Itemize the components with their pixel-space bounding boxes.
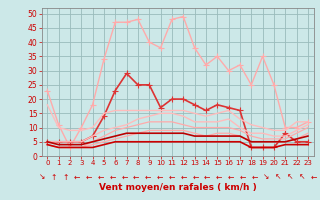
Text: ←: ← xyxy=(98,172,104,182)
Text: ←: ← xyxy=(169,172,175,182)
X-axis label: Vent moyen/en rafales ( km/h ): Vent moyen/en rafales ( km/h ) xyxy=(99,183,256,192)
Text: ↘: ↘ xyxy=(263,172,269,182)
Text: ←: ← xyxy=(145,172,151,182)
Text: ←: ← xyxy=(157,172,163,182)
Text: ←: ← xyxy=(228,172,234,182)
Text: ←: ← xyxy=(109,172,116,182)
Text: ←: ← xyxy=(192,172,198,182)
Text: ↖: ↖ xyxy=(275,172,281,182)
Text: ←: ← xyxy=(180,172,187,182)
Text: ←: ← xyxy=(216,172,222,182)
Text: ←: ← xyxy=(86,172,92,182)
Text: ↖: ↖ xyxy=(299,172,305,182)
Text: ↖: ↖ xyxy=(287,172,293,182)
Text: ↘: ↘ xyxy=(38,172,45,182)
Text: ←: ← xyxy=(239,172,246,182)
Text: ←: ← xyxy=(133,172,140,182)
Text: ↑: ↑ xyxy=(50,172,57,182)
Text: ←: ← xyxy=(204,172,210,182)
Text: ←: ← xyxy=(74,172,80,182)
Text: ↑: ↑ xyxy=(62,172,68,182)
Text: ←: ← xyxy=(310,172,317,182)
Text: ←: ← xyxy=(251,172,258,182)
Text: ←: ← xyxy=(121,172,128,182)
